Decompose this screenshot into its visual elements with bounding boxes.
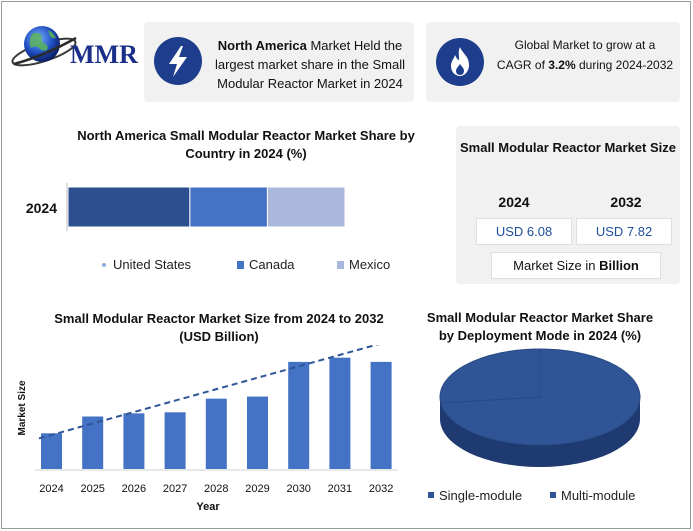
- bar-2028: [205, 398, 227, 469]
- x-tick-2031: 2031: [328, 483, 352, 495]
- flame-icon: [451, 47, 469, 76]
- bar-segment-canada: [189, 186, 268, 228]
- globe-icon: [11, 26, 77, 67]
- country-share-chart: 2024 United States Canada Mexico: [26, 183, 390, 272]
- legend-marker-united-states: [102, 263, 106, 267]
- brand-logo: MMR: [8, 20, 138, 80]
- country-share-title: North America Small Modular Reactor Mark…: [77, 128, 415, 161]
- x-tick-2026: 2026: [122, 483, 146, 495]
- legend-label-united-states: United States: [113, 257, 192, 272]
- global-growth-card: Global Market to grow at a CAGR of 3.2% …: [426, 22, 680, 102]
- lightning-icon-badge: [154, 37, 202, 85]
- legend-label-multi-module: Multi-module: [561, 488, 635, 503]
- bar-2026: [123, 413, 145, 469]
- y-axis-label: Market Size: [17, 380, 28, 435]
- pie-depth-side: [440, 397, 640, 467]
- bar-2032: [370, 361, 392, 469]
- deployment-share-title: Small Modular Reactor Market Share by De…: [426, 310, 654, 343]
- value-2024-box: USD 6.08: [476, 218, 572, 245]
- x-tick-2027: 2027: [163, 483, 187, 495]
- flame-icon-badge: [436, 38, 484, 86]
- bar-2030: [288, 361, 310, 469]
- legend-label-single-module: Single-module: [439, 488, 522, 503]
- market-size-card: Small Modular Reactor Market Size 2024 2…: [456, 126, 680, 284]
- legend-marker-mexico: [337, 261, 344, 269]
- pie-slice-multi-module: [439, 348, 541, 404]
- year-2032-label: 2032: [610, 194, 642, 210]
- bar-2031: [329, 357, 351, 469]
- x-axis-label: Year: [196, 501, 220, 513]
- legend-marker-multi-module: [550, 492, 556, 498]
- x-tick-2024: 2024: [39, 483, 63, 495]
- bar-2024: [41, 433, 62, 469]
- deployment-pie-chart: Single-module Multi-module: [428, 348, 641, 503]
- market-size-title: Small Modular Reactor Market Size: [459, 140, 676, 155]
- value-2032-box: USD 7.82: [576, 218, 672, 245]
- x-tick-2030: 2030: [286, 483, 310, 495]
- bar-2025: [82, 416, 104, 469]
- bar-segment-mexico: [266, 186, 346, 228]
- lightning-icon: [169, 46, 187, 77]
- north-america-text: North America Market Held the largest ma…: [214, 38, 406, 91]
- year-2024-label: 2024: [498, 194, 530, 210]
- x-tick-2029: 2029: [245, 483, 269, 495]
- x-tick-2032: 2032: [369, 483, 393, 495]
- bar-2029: [247, 396, 268, 469]
- market-size-chart-title: Small Modular Reactor Market Size from 2…: [54, 311, 384, 344]
- legend-label-mexico: Mexico: [349, 257, 390, 272]
- x-tick-2025: 2025: [80, 483, 104, 495]
- category-label-2024: 2024: [26, 200, 57, 216]
- global-growth-text: Global Market to grow at a CAGR of 3.2% …: [496, 38, 674, 72]
- trend-line: [38, 345, 380, 440]
- north-america-card: North America Market Held the largest ma…: [144, 22, 414, 102]
- logo-text: MMR: [70, 40, 138, 69]
- legend-marker-canada: [237, 261, 244, 269]
- bar-2027: [164, 412, 186, 469]
- legend-marker-single-module: [428, 492, 434, 498]
- bar-segment-united-states: [67, 186, 191, 228]
- x-tick-2028: 2028: [204, 483, 228, 495]
- unit-box: Market Size in Billion: [491, 252, 661, 279]
- legend-label-canada: Canada: [249, 257, 295, 272]
- market-size-bar-chart: Market Size 2024 2025 2026 2027 2028 2029 2030…: [17, 345, 398, 513]
